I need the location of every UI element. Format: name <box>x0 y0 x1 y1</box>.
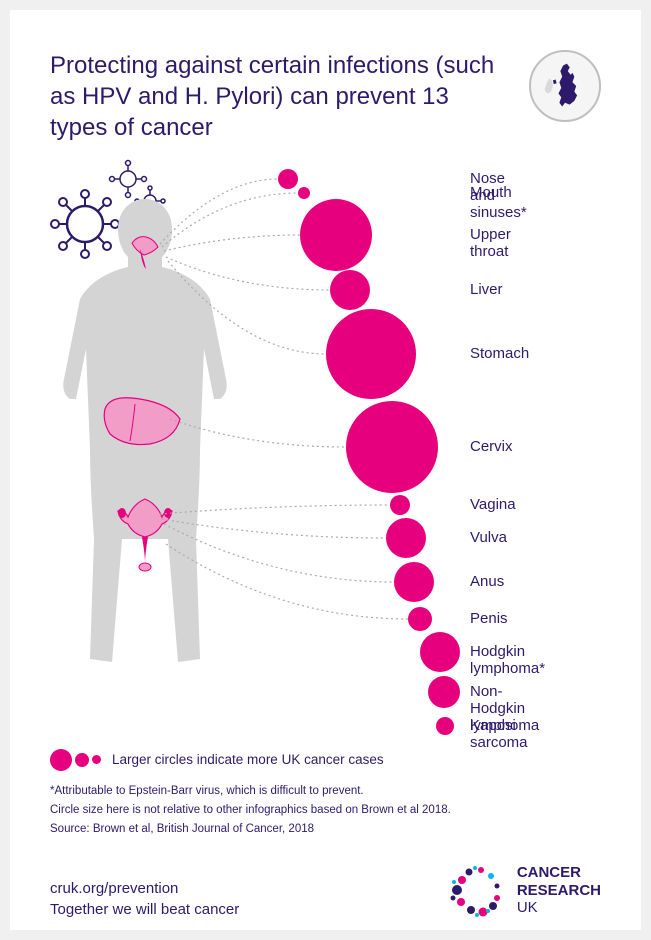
cancer-label: Hodgkin lymphoma* <box>470 643 545 678</box>
footer: cruk.org/prevention Together we will bea… <box>50 860 601 920</box>
cancer-circle <box>394 562 434 602</box>
cancer-circle <box>386 518 426 558</box>
cancer-circle <box>390 495 410 515</box>
cancer-label: Cervix <box>470 438 513 455</box>
cancer-row: Vagina <box>390 495 410 515</box>
cancer-row: Hodgkin lymphoma* <box>420 632 460 672</box>
cancer-row: Mouth <box>298 187 310 199</box>
cancer-row: Stomach <box>326 309 416 399</box>
header: Protecting against certain infections (s… <box>50 50 601 144</box>
cancer-label: Liver <box>470 281 503 298</box>
cancer-label: Vulva <box>470 529 507 546</box>
logo-line-1: CANCER <box>517 864 601 881</box>
footnote-3: Source: Brown et al, British Journal of … <box>50 821 601 838</box>
legend: Larger circles indicate more UK cancer c… <box>50 749 601 839</box>
cancer-circle <box>278 169 298 189</box>
body-silhouette <box>50 199 240 669</box>
footer-tagline: Together we will beat cancer <box>50 899 239 920</box>
uk-map-badge <box>529 50 601 122</box>
infographic-page: Protecting against certain infections (s… <box>10 10 641 930</box>
cancer-label: Stomach <box>470 345 529 362</box>
cancer-label: Mouth <box>470 184 512 201</box>
cancer-row: Cervix <box>346 401 438 493</box>
cancer-circle <box>330 270 370 310</box>
legend-circles: Larger circles indicate more UK cancer c… <box>50 749 601 771</box>
cancer-circle <box>408 607 432 631</box>
legend-circle <box>50 749 72 771</box>
cancer-circle <box>420 632 460 672</box>
cancer-label: Vagina <box>470 496 516 513</box>
chart-area: Nose and sinuses*MouthUpper throatLiverS… <box>50 169 601 739</box>
cancer-row: Nose and sinuses* <box>278 169 298 189</box>
cancer-row: Liver <box>330 270 370 310</box>
cancer-circle <box>346 401 438 493</box>
cancer-row: Upper throat <box>300 199 372 271</box>
logo-line-3: UK <box>517 899 601 916</box>
cancer-circle <box>300 199 372 271</box>
cancer-label: Anus <box>470 573 504 590</box>
cancer-circle <box>436 717 454 735</box>
cancer-row: Non-Hodgkin lymphoma <box>428 676 460 708</box>
cancer-row: Penis <box>408 607 432 631</box>
legend-circle <box>92 755 101 764</box>
cancer-circle <box>428 676 460 708</box>
cancer-row: Anus <box>394 562 434 602</box>
logo-line-2: RESEARCH <box>517 882 601 899</box>
page-title: Protecting against certain infections (s… <box>50 50 509 144</box>
uk-map-icon <box>537 58 593 114</box>
legend-circle <box>75 753 89 767</box>
footer-left: cruk.org/prevention Together we will bea… <box>50 878 239 920</box>
cancer-row: Kaposi sarcoma <box>436 717 454 735</box>
footer-url: cruk.org/prevention <box>50 878 239 899</box>
legend-text: Larger circles indicate more UK cancer c… <box>112 752 384 767</box>
footnote-1: *Attributable to Epstein-Barr virus, whi… <box>50 783 601 800</box>
uk-badge-circle <box>529 50 601 122</box>
cancer-row: Vulva <box>386 518 426 558</box>
cancer-label: Penis <box>470 610 508 627</box>
cruk-logo-mark-icon <box>447 860 507 920</box>
cruk-logo-text: CANCER RESEARCH UK <box>517 864 601 916</box>
cancer-label: Kaposi sarcoma <box>470 717 528 752</box>
cruk-logo: CANCER RESEARCH UK <box>447 860 601 920</box>
cancer-circle <box>326 309 416 399</box>
cancer-label: Upper throat <box>470 226 511 261</box>
footnote-2: Circle size here is not relative to othe… <box>50 802 601 819</box>
cancer-circle <box>298 187 310 199</box>
